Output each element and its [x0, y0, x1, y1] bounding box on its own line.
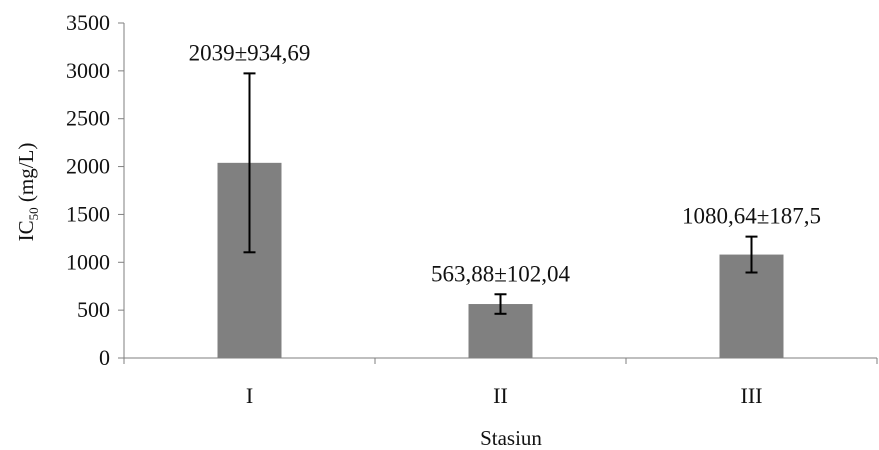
x-axis-title: Stasiun [480, 426, 542, 450]
y-tick-label: 3000 [66, 58, 110, 83]
y-tick-label: 2000 [66, 154, 110, 179]
y-axis-title-subscript: 50 [26, 207, 41, 220]
data-labels: 2039±934,69 563,88±102,04 1080,64±187,5 [189, 40, 822, 286]
bars [217, 72, 784, 358]
y-axis-title-unit: (mg/L) [14, 143, 38, 208]
y-axis-title: IC50 (mg/L) [14, 143, 41, 242]
y-tick-label: 500 [77, 297, 110, 322]
x-tick-label: III [741, 383, 763, 408]
data-label: 2039±934,69 [189, 40, 311, 65]
y-tick-label: 1500 [66, 201, 110, 226]
data-label: 563,88±102,04 [431, 261, 571, 286]
x-tick-label: I [246, 383, 253, 408]
y-tick-label: 0 [99, 345, 110, 370]
y-axis-title-main: IC [14, 220, 38, 241]
x-tick-label: II [493, 383, 508, 408]
y-tick-label: 3500 [66, 10, 110, 35]
y-tick-label: 2500 [66, 106, 110, 131]
data-label: 1080,64±187,5 [682, 204, 821, 229]
y-tick-label: 1000 [66, 249, 110, 274]
